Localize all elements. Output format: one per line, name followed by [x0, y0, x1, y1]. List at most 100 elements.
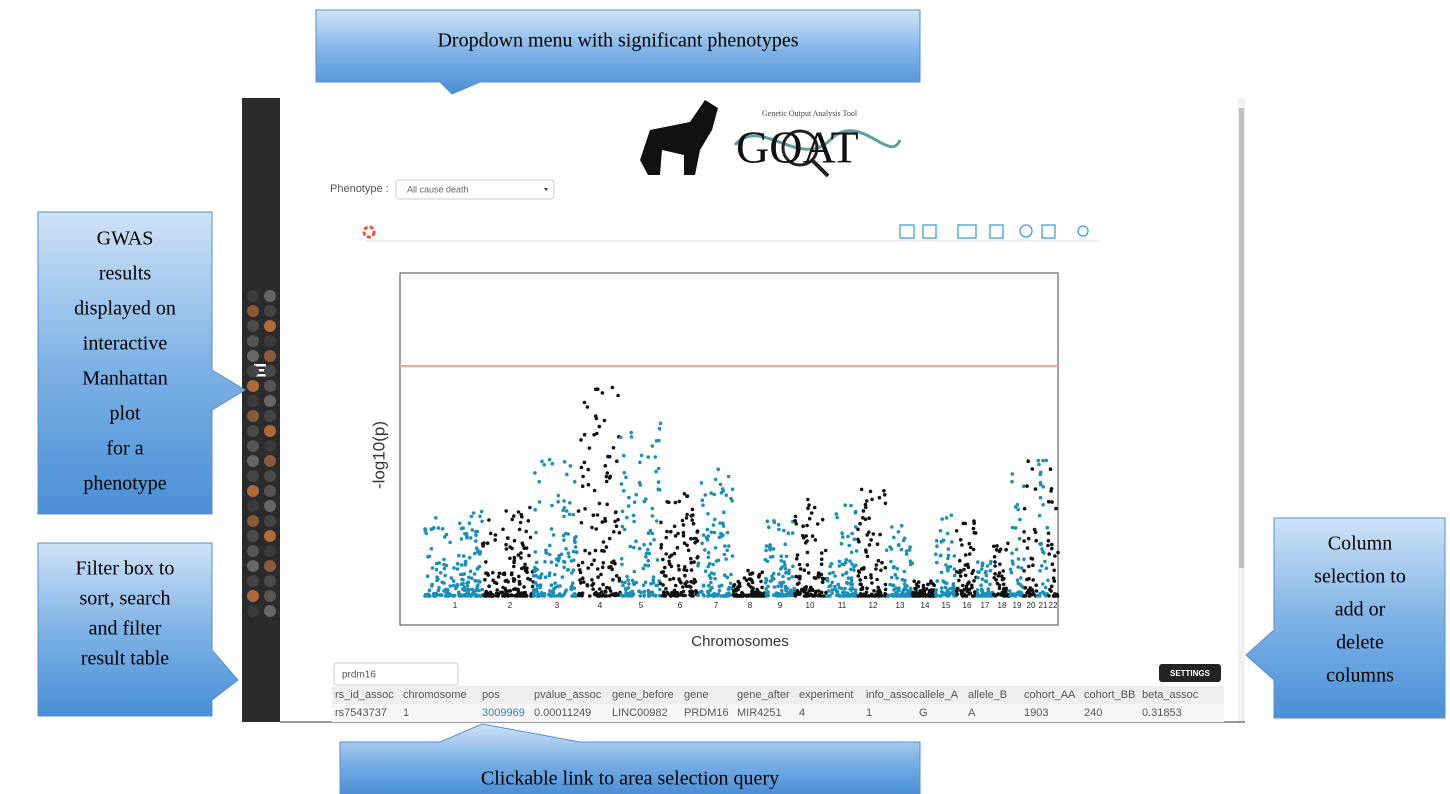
- snp-point: [729, 572, 733, 577]
- snp-point: [988, 561, 993, 566]
- snp-point: [728, 581, 733, 586]
- snp-point: [954, 529, 959, 533]
- snp-point: [726, 587, 731, 591]
- snp-point: [847, 594, 851, 598]
- snp-point: [579, 520, 584, 525]
- snp-point: [562, 538, 566, 542]
- snp-point: [951, 589, 955, 594]
- snp-point: [948, 564, 953, 569]
- snp-point: [576, 509, 581, 513]
- snp-point: [1037, 462, 1041, 467]
- snp-point: [634, 539, 638, 543]
- pos-link[interactable]: 3009969: [482, 707, 525, 719]
- snp-point: [959, 570, 963, 574]
- snp-point: [497, 571, 502, 576]
- snp-point: [787, 593, 791, 598]
- scroll-thumb[interactable]: [1239, 108, 1244, 568]
- snp-point: [671, 576, 676, 581]
- snp-point: [468, 536, 473, 540]
- snp-point: [548, 552, 552, 557]
- phenotype-value: All cause death: [407, 184, 469, 194]
- table-row[interactable]: [332, 704, 1224, 722]
- snp-point: [472, 572, 477, 576]
- snp-point: [971, 526, 976, 531]
- snp-point: [1052, 568, 1056, 573]
- sidebar-dot: [247, 605, 259, 617]
- snp-point: [709, 491, 713, 495]
- snp-point: [689, 568, 694, 572]
- snp-point: [1041, 458, 1045, 463]
- snp-point: [1023, 586, 1028, 590]
- callout-text: add or: [1335, 599, 1386, 621]
- snp-point: [795, 582, 800, 586]
- snp-point: [979, 588, 984, 593]
- snp-point: [495, 588, 500, 592]
- snp-point: [984, 573, 989, 578]
- snp-point: [747, 577, 752, 581]
- snp-point: [443, 573, 448, 578]
- toolbar[interactable]: [899, 224, 1089, 239]
- snp-point: [725, 548, 729, 553]
- settings-button[interactable]: [1159, 664, 1221, 682]
- snp-point: [474, 546, 479, 550]
- snp-point: [607, 536, 612, 541]
- snp-point: [854, 549, 859, 553]
- snp-point: [475, 567, 480, 571]
- snp-point: [534, 587, 539, 591]
- snp-point: [600, 590, 604, 594]
- snp-point: [1013, 526, 1018, 530]
- snp-point: [992, 544, 996, 549]
- snp-point: [1000, 574, 1004, 578]
- phenotype-dropdown[interactable]: [395, 179, 555, 200]
- snp-point: [478, 552, 482, 556]
- snp-point: [1035, 594, 1040, 598]
- snp-point: [859, 487, 864, 492]
- snp-point: [600, 565, 605, 569]
- callout-dropdown: Dropdown menu with significant phenotype…: [315, 9, 921, 95]
- snp-point: [781, 574, 785, 579]
- column-header: gene_before: [612, 689, 674, 701]
- snp-point: [1030, 467, 1035, 471]
- snp-point: [461, 578, 465, 582]
- snp-point: [863, 575, 868, 580]
- snp-point: [518, 520, 523, 525]
- snp-point: [675, 545, 680, 550]
- snp-point: [548, 543, 552, 548]
- manhattan-plot[interactable]: -log10(p) Chromosomes 1 2 3 4 5 6 7 8 9 10 11 12 13 1…: [369, 272, 1060, 650]
- snp-point: [588, 594, 592, 598]
- menu-icon[interactable]: [254, 364, 266, 377]
- snp-point: [957, 578, 961, 583]
- snp-point: [610, 385, 615, 390]
- snp-point: [482, 541, 486, 545]
- snp-point: [537, 500, 542, 504]
- snp-point: [677, 567, 681, 572]
- snp-point: [791, 564, 795, 569]
- snp-point: [853, 525, 858, 529]
- column-header: rs_id_assoc: [335, 689, 394, 701]
- callout-text: Dropdown menu with significant phenotype…: [437, 30, 798, 52]
- snp-point: [1031, 578, 1035, 582]
- snp-point: [493, 533, 498, 537]
- snp-point: [751, 587, 755, 591]
- snp-point: [548, 589, 552, 593]
- snp-point: [1022, 557, 1026, 562]
- snp-point: [642, 593, 647, 597]
- snp-point: [706, 551, 711, 555]
- snp-point: [694, 589, 698, 593]
- snp-point: [693, 579, 698, 584]
- sidebar-dot: [247, 410, 259, 422]
- snp-point: [626, 578, 630, 582]
- snp-point: [571, 593, 575, 598]
- sidebar-dot: [264, 305, 276, 317]
- snp-point: [1008, 594, 1012, 598]
- snp-point: [815, 522, 820, 526]
- filter-box[interactable]: [333, 662, 459, 686]
- snp-point: [643, 580, 648, 585]
- snp-point: [620, 562, 624, 567]
- table-cell: A: [968, 707, 976, 719]
- snp-point: [559, 552, 564, 557]
- snp-point: [944, 563, 948, 567]
- snp-point: [494, 581, 499, 585]
- snp-point: [875, 542, 880, 546]
- snp-point: [749, 572, 754, 576]
